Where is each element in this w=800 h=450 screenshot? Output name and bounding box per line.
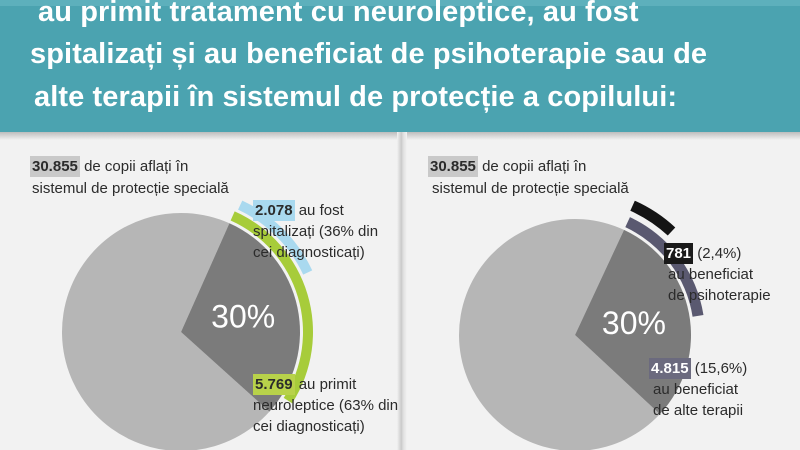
- right-slice-label: 30%: [602, 305, 666, 341]
- left-neuroleptice-text-2: neuroleptice (63% din: [253, 397, 399, 414]
- left-spitalizati-label: 2.078 au fost: [253, 200, 344, 221]
- right-psihoterapie-value: 781: [664, 243, 694, 264]
- right-slice-ceilalti: [459, 219, 660, 450]
- left-spitalizati-text-3: cei diagnosticați): [253, 244, 365, 261]
- left-neuroleptice-text-3: cei diagnosticați): [253, 418, 365, 435]
- right-psihoterapie-text-3: de psihoterapie: [668, 287, 771, 304]
- header-line-1: au primit tratament cu neuroleptice, au …: [38, 0, 639, 28]
- left-arc-neuroleptice: [230, 211, 313, 404]
- right-alte-terapii-value: 4.815: [649, 358, 691, 379]
- page-fold: [397, 132, 407, 450]
- chart-left: 30%: [62, 200, 313, 450]
- left-neuroleptice-text-1: au primit: [298, 376, 357, 393]
- header-line-2: spitalizați și au beneficiat de psihoter…: [30, 38, 708, 70]
- left-slice-diagnosticati: [181, 223, 301, 412]
- right-psihoterapie-label: 781 (2,4%): [664, 243, 741, 264]
- right-alte-terapii-text-3: de alte terapii: [653, 402, 744, 419]
- left-total-value: 30.855: [30, 156, 80, 177]
- left-slice-label: 30%: [211, 299, 275, 335]
- right-alte-terapii-label: 4.815 (15,6%): [649, 358, 747, 379]
- right-arc-psihoterapie: [630, 200, 676, 236]
- right-total-value: 30.855: [428, 156, 478, 177]
- left-neuroleptice-label: 5.769 au primit: [253, 374, 356, 395]
- left-slice-ceilalti: [62, 213, 270, 450]
- right-alte-terapii-text-2: au beneficiat: [653, 381, 739, 398]
- header-banner: au primit tratament cu neuroleptice, au …: [0, 0, 800, 132]
- right-arc-alte-terapii: [625, 217, 704, 317]
- right-psihoterapie-text-1: (2,4%): [697, 245, 742, 262]
- right-total-text-2: sistemul de protecție specială: [432, 180, 629, 197]
- left-spitalizati-value: 2.078: [253, 200, 295, 221]
- left-total-text-1: de copii aflați în: [84, 158, 189, 175]
- left-spitalizati-text-1: au fost: [298, 202, 344, 219]
- right-alte-terapii-text-1: (15,6%): [694, 360, 748, 377]
- left-total-text-2: sistemul de protecție specială: [32, 180, 229, 197]
- header-top-strip: [0, 0, 800, 6]
- right-total-label: 30.855 de copii aflați în: [428, 156, 586, 177]
- header-line-3: alte terapii în sistemul de protecție a …: [34, 81, 678, 113]
- right-total-text-1: de copii aflați în: [482, 158, 587, 175]
- left-neuroleptice-value: 5.769: [253, 374, 295, 395]
- left-spitalizati-text-2: spitalizați (36% din: [253, 223, 379, 240]
- right-psihoterapie-text-2: au beneficiat: [668, 266, 754, 283]
- left-total-label: 30.855 de copii aflați în: [30, 156, 188, 177]
